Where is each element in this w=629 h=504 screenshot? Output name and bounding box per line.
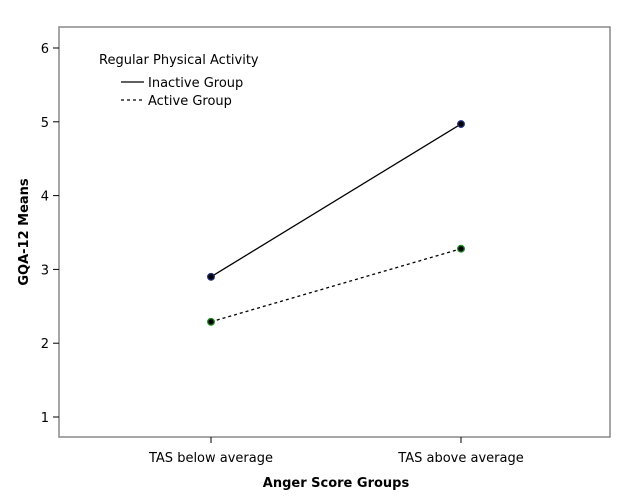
legend-label-inactive: Inactive Group: [148, 76, 243, 91]
y-tick-label: 2: [41, 337, 49, 352]
series-line-1: [210, 248, 462, 323]
y-axis-label: GQA-12 Means: [17, 178, 32, 286]
legend: Regular Physical Activity Inactive Group…: [99, 53, 259, 109]
y-tick-label: 4: [41, 190, 49, 205]
y-tick-label: 5: [41, 116, 49, 131]
x-tick-label: TAS below average: [148, 451, 273, 466]
data-point: [207, 272, 215, 281]
x-axis-label: Anger Score Groups: [263, 476, 410, 491]
y-tick-label: 3: [41, 263, 49, 278]
series-line-0: [210, 123, 462, 278]
x-tick-label: TAS above average: [397, 451, 523, 466]
data-point: [457, 120, 465, 128]
y-tick-label: 6: [41, 42, 49, 57]
data-point: [457, 244, 465, 253]
plot-frame: [58, 26, 611, 438]
legend-title: Regular Physical Activity: [99, 53, 259, 68]
y-tick-label: 1: [41, 411, 49, 426]
data-point: [207, 317, 215, 326]
legend-label-active: Active Group: [148, 94, 232, 109]
